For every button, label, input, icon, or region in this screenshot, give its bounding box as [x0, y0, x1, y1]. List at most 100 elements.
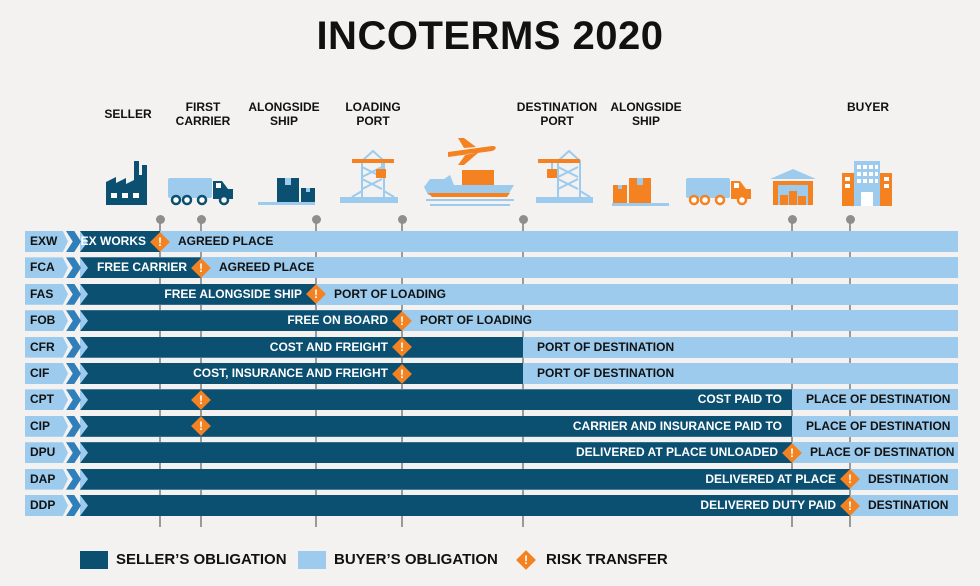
chevron-icon	[66, 231, 81, 252]
chevron-icon	[66, 415, 81, 437]
column-header-alongside-ship-dest: ALONGSIDE SHIP	[610, 100, 682, 128]
boxes-icon	[258, 178, 315, 205]
risk-transfer-mark: !	[158, 234, 162, 249]
checkpoint-pin	[155, 215, 165, 224]
buyer-obligation-label: AGREED PLACE	[178, 234, 274, 248]
truck-icon	[168, 178, 233, 206]
buyer-obligation-label: AGREED PLACE	[219, 260, 315, 275]
checkpoint-pin	[397, 215, 407, 224]
seller-obligation-bar	[80, 468, 850, 490]
seller-obligation-bar	[80, 257, 201, 279]
crane-icon	[340, 149, 398, 203]
column-header-loading-port: LOADING PORT	[345, 100, 401, 128]
seller-obligation-label: COST AND FREIGHT	[269, 339, 388, 354]
seller-obligation-bar	[80, 389, 792, 411]
incoterm-row-dap: DAP DELIVERED AT PLACE DESTINATION !	[25, 468, 958, 490]
checkpoint-pin	[196, 215, 206, 224]
checkpoint-pin	[845, 215, 855, 224]
incoterm-code: DAP	[25, 468, 68, 490]
seller-obligation-bar	[80, 336, 523, 358]
seller-obligation-label: CARRIER AND INSURANCE PAID TO	[572, 418, 782, 433]
risk-transfer-mark: !	[400, 366, 404, 381]
chevron-icon	[66, 442, 81, 464]
buyer-obligation-label: PORT OF DESTINATION	[537, 366, 675, 380]
buyer-obligation-label: PLACE OF DESTINATION	[806, 392, 951, 407]
column-header-first-carrier: FIRST CARRIER	[175, 100, 231, 128]
seller-obligation-label: DELIVERED AT PLACE UNLOADED	[575, 445, 778, 460]
warehouse-icon	[770, 169, 816, 205]
seller-obligation-bar	[80, 442, 792, 464]
boxes-icon-destination	[612, 178, 669, 206]
incoterm-code: FOB	[25, 310, 68, 332]
buyer-obligation-label: DESTINATION	[868, 498, 949, 512]
seller-obligation-bar	[80, 495, 850, 516]
incoterm-row-cpt: CPT COST PAID TO PLACE OF DESTINATION !	[25, 389, 958, 411]
incoterm-row-cfr: CFR COST AND FREIGHT PORT OF DESTINATION…	[25, 336, 958, 358]
chevron-icon	[66, 389, 81, 411]
risk-transfer-mark: !	[199, 392, 203, 407]
buyer-obligation-label: PORT OF LOADING	[334, 286, 446, 301]
incoterm-code: CIF	[25, 363, 68, 384]
buyer-obligation-label: PORT OF LOADING	[420, 313, 532, 328]
incoterm-row-ddp: DDP DELIVERED DUTY PAID DESTINATION !	[25, 495, 958, 516]
buyer-obligation-label: PLACE OF DESTINATION	[810, 445, 955, 460]
legend-seller-swatch	[80, 551, 108, 569]
truck-icon-destination	[686, 178, 751, 206]
seller-obligation-label: DELIVERED AT PLACE	[705, 471, 836, 486]
incoterm-row-cip: CIP CARRIER AND INSURANCE PAID TO PLACE …	[25, 415, 958, 437]
incoterm-code: EXW	[25, 231, 68, 252]
incoterm-row-exw: EXW EX WORKS AGREED PLACE !	[25, 231, 958, 252]
risk-transfer-mark: !	[848, 472, 852, 487]
checkpoint-pin	[518, 215, 528, 224]
seller-obligation-bar	[80, 363, 523, 384]
column-header-buyer: BUYER	[846, 100, 890, 114]
incoterm-row-fob: FOB FREE ON BOARD PORT OF LOADING !	[25, 310, 958, 332]
chevron-icon	[66, 310, 81, 332]
column-header-destination-port: DESTINATION PORT	[516, 100, 598, 128]
incoterm-code: CFR	[25, 336, 68, 358]
seller-obligation-label: EX WORKS	[80, 234, 146, 248]
page-title: INCOTERMS 2020	[316, 14, 664, 58]
risk-transfer-mark: !	[199, 419, 203, 434]
incoterm-code: FCA	[25, 257, 68, 279]
incoterm-code: CIP	[25, 415, 68, 437]
risk-transfer-mark: !	[790, 445, 794, 460]
seller-obligation-bar	[80, 231, 160, 252]
crane-icon-destination	[536, 149, 593, 203]
incoterm-row-fca: FCA FREE CARRIER AGREED PLACE !	[25, 257, 958, 279]
seller-obligation-label: COST, INSURANCE AND FREIGHT	[193, 366, 388, 380]
legend-seller-label: SELLER’S OBLIGATION	[116, 551, 287, 568]
checkpoint-pin	[787, 215, 797, 224]
chevron-icon	[66, 468, 81, 490]
legend-buyer-label: BUYER’S OBLIGATION	[334, 551, 498, 568]
risk-transfer-mark: !	[848, 498, 852, 513]
incoterm-code: FAS	[25, 283, 68, 305]
buyer-obligation-label: DESTINATION	[868, 471, 949, 486]
seller-obligation-label: FREE CARRIER	[96, 260, 187, 275]
seller-obligation-bar	[80, 310, 402, 332]
chevron-icon	[66, 283, 81, 305]
incoterm-row-fas: FAS FREE ALONGSIDE SHIP PORT OF LOADING …	[25, 283, 958, 305]
factory-icon	[106, 161, 147, 205]
checkpoint-pin	[311, 215, 321, 224]
incoterm-row-dpu: DPU DELIVERED AT PLACE UNLOADED PLACE OF…	[25, 442, 958, 464]
seller-obligation-label: FREE ON BOARD	[287, 313, 388, 328]
incoterm-code: DDP	[25, 495, 68, 516]
column-header-alongside-ship: ALONGSIDE SHIP	[248, 100, 320, 128]
buyer-obligation-label: PORT OF DESTINATION	[537, 339, 675, 354]
ship-plane-icon	[424, 138, 514, 206]
incoterm-code: CPT	[25, 389, 68, 411]
chevron-icon	[66, 495, 81, 516]
chevron-icon	[66, 257, 81, 279]
risk-transfer-mark: !	[400, 340, 404, 355]
risk-transfer-mark: !	[524, 553, 528, 567]
seller-obligation-bar	[80, 283, 316, 305]
building-icon	[842, 161, 892, 206]
seller-obligation-bar	[80, 415, 792, 437]
risk-transfer-mark: !	[199, 260, 203, 275]
column-header-seller: SELLER	[104, 107, 152, 121]
seller-obligation-label: FREE ALONGSIDE SHIP	[164, 286, 302, 301]
buyer-obligation-bar	[80, 257, 958, 279]
risk-transfer-mark: !	[314, 287, 318, 302]
